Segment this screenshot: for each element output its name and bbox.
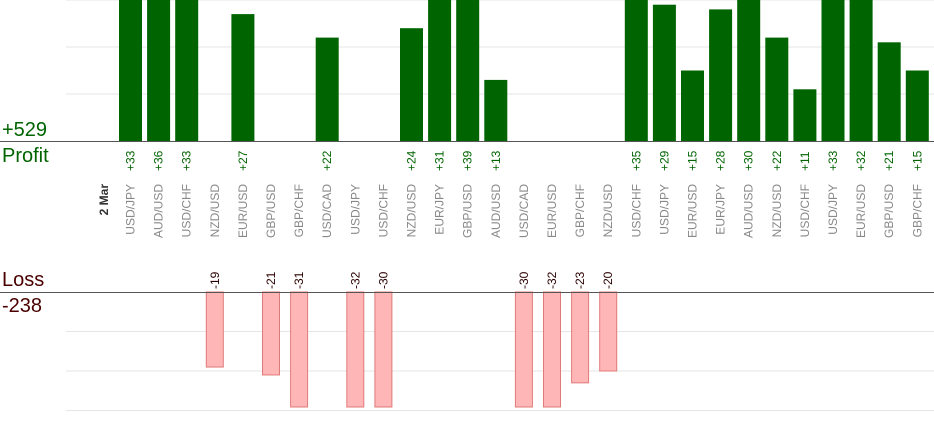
profit-data-label: +15 bbox=[686, 150, 700, 171]
profit-data-label: +27 bbox=[236, 150, 250, 171]
pair-label: AUD/USD bbox=[152, 184, 166, 238]
profit-data-label: +13 bbox=[489, 150, 503, 171]
profit-bar bbox=[315, 37, 339, 141]
profit-data-label: +36 bbox=[152, 150, 166, 171]
loss-bar bbox=[514, 291, 533, 408]
profit-bar bbox=[905, 70, 929, 141]
pair-label: AUD/USD bbox=[489, 184, 503, 238]
loss-data-label: -32 bbox=[348, 271, 362, 289]
pair-label: GBP/USD bbox=[882, 184, 896, 238]
loss-data-label: -31 bbox=[292, 271, 306, 289]
pair-label: GBP/CHF bbox=[292, 184, 306, 237]
pair-label: NZD/USD bbox=[208, 184, 222, 238]
loss-data-label: -19 bbox=[208, 271, 222, 289]
profit-total: +529 bbox=[2, 119, 48, 141]
date-label: 2 Mar bbox=[97, 184, 111, 216]
loss-data-label: -32 bbox=[545, 271, 559, 289]
loss-data-label: -21 bbox=[264, 271, 278, 289]
profit-data-label: +21 bbox=[882, 150, 896, 171]
pair-label: EUR/JPY bbox=[714, 184, 728, 235]
loss-bar bbox=[346, 291, 365, 408]
loss-bar bbox=[290, 291, 309, 408]
profit-bar bbox=[175, 0, 199, 141]
profit-data-label: +15 bbox=[910, 150, 924, 171]
pair-label: EUR/USD bbox=[236, 184, 250, 238]
loss-data-label: -30 bbox=[517, 271, 531, 289]
profit-data-label: +30 bbox=[742, 150, 756, 171]
profit-data-label: +32 bbox=[854, 150, 868, 171]
profit-bar bbox=[765, 37, 789, 141]
profit-data-label: +33 bbox=[180, 150, 194, 171]
profit-bar bbox=[877, 42, 901, 141]
profit-data-label: +28 bbox=[714, 150, 728, 171]
pair-label: USD/CHF bbox=[180, 184, 194, 237]
profit-bar bbox=[484, 79, 508, 141]
profit-bar bbox=[793, 89, 817, 141]
profit-data-label: +24 bbox=[405, 150, 419, 171]
profit-bar bbox=[231, 14, 255, 142]
profit-bar bbox=[400, 28, 423, 142]
pair-label: EUR/USD bbox=[545, 184, 559, 238]
profit-data-label: +33 bbox=[124, 150, 138, 171]
profit-bar bbox=[119, 0, 142, 141]
pair-label: GBP/USD bbox=[461, 184, 475, 238]
pair-label: USD/CAD bbox=[517, 184, 531, 238]
pair-label: GBP/USD bbox=[264, 184, 278, 238]
loss-bar bbox=[599, 291, 618, 372]
pair-label: GBP/CHF bbox=[910, 184, 924, 237]
profit-bar bbox=[681, 70, 704, 141]
loss-label: Loss bbox=[2, 269, 45, 291]
pair-label: GBP/CHF bbox=[573, 184, 587, 237]
pair-label: NZD/USD bbox=[405, 184, 419, 238]
loss-data-label: -20 bbox=[601, 271, 615, 289]
profit-data-label: +35 bbox=[629, 150, 643, 171]
profit-bar bbox=[624, 0, 648, 141]
profit-data-label: +31 bbox=[433, 150, 447, 171]
profit-data-label: +11 bbox=[798, 151, 812, 171]
pair-label: NZD/USD bbox=[601, 184, 615, 238]
profit-data-label: +39 bbox=[461, 150, 475, 171]
loss-data-label: -23 bbox=[573, 271, 587, 289]
pair-label: USD/JPY bbox=[348, 184, 362, 235]
profit-bar bbox=[652, 4, 676, 142]
pair-label: EUR/JPY bbox=[433, 184, 447, 235]
loss-bar bbox=[262, 291, 280, 376]
profit-data-label: +33 bbox=[826, 150, 840, 171]
profit-bar bbox=[147, 0, 171, 141]
loss-bar bbox=[543, 291, 561, 408]
loss-data-label: -30 bbox=[376, 271, 390, 289]
pair-label: NZD/USD bbox=[770, 184, 784, 238]
pair-label: USD/CHF bbox=[629, 184, 643, 237]
profit-bar bbox=[821, 0, 845, 141]
profit-bar bbox=[737, 0, 761, 141]
pair-label: USD/JPY bbox=[657, 184, 671, 235]
pair-label: USD/JPY bbox=[826, 184, 840, 235]
loss-bar bbox=[571, 291, 590, 384]
profit-label: Profit bbox=[2, 145, 49, 167]
profit-bar bbox=[849, 0, 873, 141]
pair-label: USD/CAD bbox=[320, 184, 334, 238]
pair-label: EUR/USD bbox=[686, 184, 700, 238]
pair-label: USD/CHF bbox=[798, 184, 812, 237]
pair-label: USD/CHF bbox=[376, 184, 390, 237]
profit-bar bbox=[456, 0, 480, 141]
profit-data-label: +22 bbox=[320, 150, 334, 171]
profit-bar bbox=[709, 9, 733, 142]
profit-data-label: +22 bbox=[770, 150, 784, 171]
loss-total: -238 bbox=[2, 295, 43, 317]
profit-data-label: +29 bbox=[657, 150, 671, 171]
pair-label: EUR/USD bbox=[854, 184, 868, 238]
profit-bar bbox=[428, 0, 452, 141]
pair-label: USD/JPY bbox=[124, 184, 138, 235]
loss-bar bbox=[374, 291, 393, 408]
pair-label: AUD/USD bbox=[742, 184, 756, 238]
loss-bar bbox=[205, 291, 224, 368]
